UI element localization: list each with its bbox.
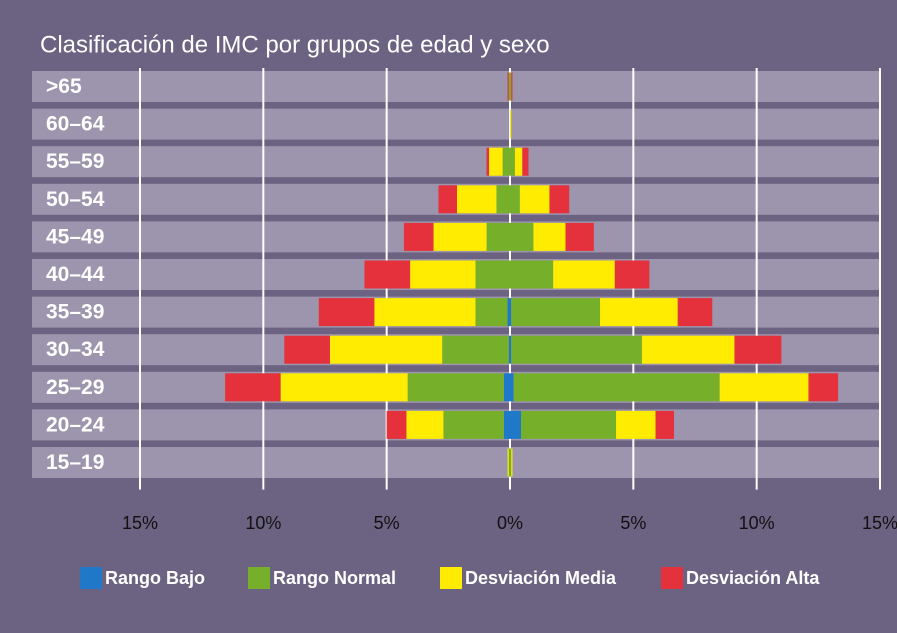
bar-right: [719, 373, 809, 402]
bar-left: [503, 410, 510, 439]
category-label: 35–39: [46, 301, 104, 324]
bar-right: [519, 185, 550, 214]
bar-right: [600, 298, 678, 327]
category-label: 60–64: [46, 113, 105, 136]
legend-label: Desviación Alta: [686, 568, 820, 588]
bar-left: [284, 335, 330, 364]
bar-right: [522, 147, 529, 176]
bar-left: [507, 298, 510, 327]
bar-right: [511, 335, 642, 364]
bar-left: [386, 410, 407, 439]
bar-left: [496, 185, 510, 214]
bar-left: [329, 335, 443, 364]
bar-right: [510, 410, 522, 439]
bar-left: [280, 373, 408, 402]
category-label: 40–44: [46, 263, 105, 286]
bar-right: [510, 448, 512, 477]
category-label: 55–59: [46, 150, 104, 173]
bar-right: [513, 373, 720, 402]
bar-left: [374, 298, 476, 327]
bar-right: [514, 147, 523, 176]
bar-right: [510, 72, 512, 101]
bar-right: [511, 72, 513, 101]
x-tick-label: 15%: [862, 513, 897, 533]
bar-left: [489, 147, 503, 176]
bar-left: [475, 260, 510, 289]
category-label: 15–19: [46, 451, 104, 474]
bar-right: [655, 410, 675, 439]
row-band: [32, 71, 880, 102]
bar-left: [318, 298, 375, 327]
category-label: 30–34: [46, 338, 105, 361]
bar-right: [641, 335, 735, 364]
bar-right: [510, 260, 554, 289]
row-band: [32, 108, 880, 140]
bar-left: [508, 72, 510, 101]
bar-right: [553, 260, 615, 289]
x-tick-label: 5%: [620, 513, 646, 533]
bar-right: [510, 335, 512, 364]
bar-right: [614, 260, 650, 289]
category-label: 25–29: [46, 376, 104, 399]
row-band: [32, 447, 880, 478]
bar-left: [410, 260, 476, 289]
bar-right: [510, 298, 512, 327]
category-label: 50–54: [46, 188, 105, 211]
chart-title: Clasificación de IMC por grupos de edad …: [40, 31, 550, 58]
bar-right: [510, 373, 514, 402]
bar-left: [406, 410, 444, 439]
bar-right: [734, 335, 782, 364]
bar-left: [442, 335, 509, 364]
row-band: [32, 146, 880, 178]
bar-left: [486, 222, 510, 251]
bar-right: [510, 147, 515, 176]
bar-right: [510, 222, 534, 251]
bar-left: [407, 373, 504, 402]
x-tick-label: 15%: [122, 513, 158, 533]
bar-left: [403, 222, 434, 251]
bar-left: [503, 373, 510, 402]
legend-swatch: [440, 567, 462, 589]
x-tick-label: 0%: [497, 513, 523, 533]
bar-left: [507, 448, 509, 477]
legend-label: Rango Normal: [273, 568, 396, 588]
bar-left: [507, 72, 509, 101]
bar-left: [433, 222, 487, 251]
bar-right: [510, 110, 512, 139]
bar-right: [511, 298, 601, 327]
bar-left: [456, 185, 497, 214]
legend-swatch: [80, 567, 102, 589]
legend-swatch: [661, 567, 683, 589]
legend-label: Rango Bajo: [105, 568, 205, 588]
bar-right: [510, 185, 520, 214]
legend-swatch: [248, 567, 270, 589]
x-tick-label: 10%: [245, 513, 281, 533]
bar-right: [677, 298, 713, 327]
bar-left: [508, 448, 510, 477]
bar-left: [225, 373, 281, 402]
x-tick-label: 5%: [374, 513, 400, 533]
bar-right: [565, 222, 594, 251]
bar-right: [533, 222, 566, 251]
x-tick-label: 10%: [739, 513, 775, 533]
bar-left: [438, 185, 457, 214]
bar-left: [443, 410, 504, 439]
bar-right: [511, 448, 513, 477]
bar-left: [486, 147, 490, 176]
category-label: 45–49: [46, 225, 104, 248]
bar-left: [364, 260, 411, 289]
bar-left: [475, 298, 508, 327]
bar-left: [508, 335, 510, 364]
bar-left: [502, 147, 510, 176]
bar-right: [521, 410, 617, 439]
legend-label: Desviación Media: [465, 568, 617, 588]
bar-right: [549, 185, 570, 214]
bar-right: [616, 410, 656, 439]
bar-right: [808, 373, 839, 402]
category-label: >65: [46, 75, 82, 98]
category-label: 20–24: [46, 413, 105, 436]
